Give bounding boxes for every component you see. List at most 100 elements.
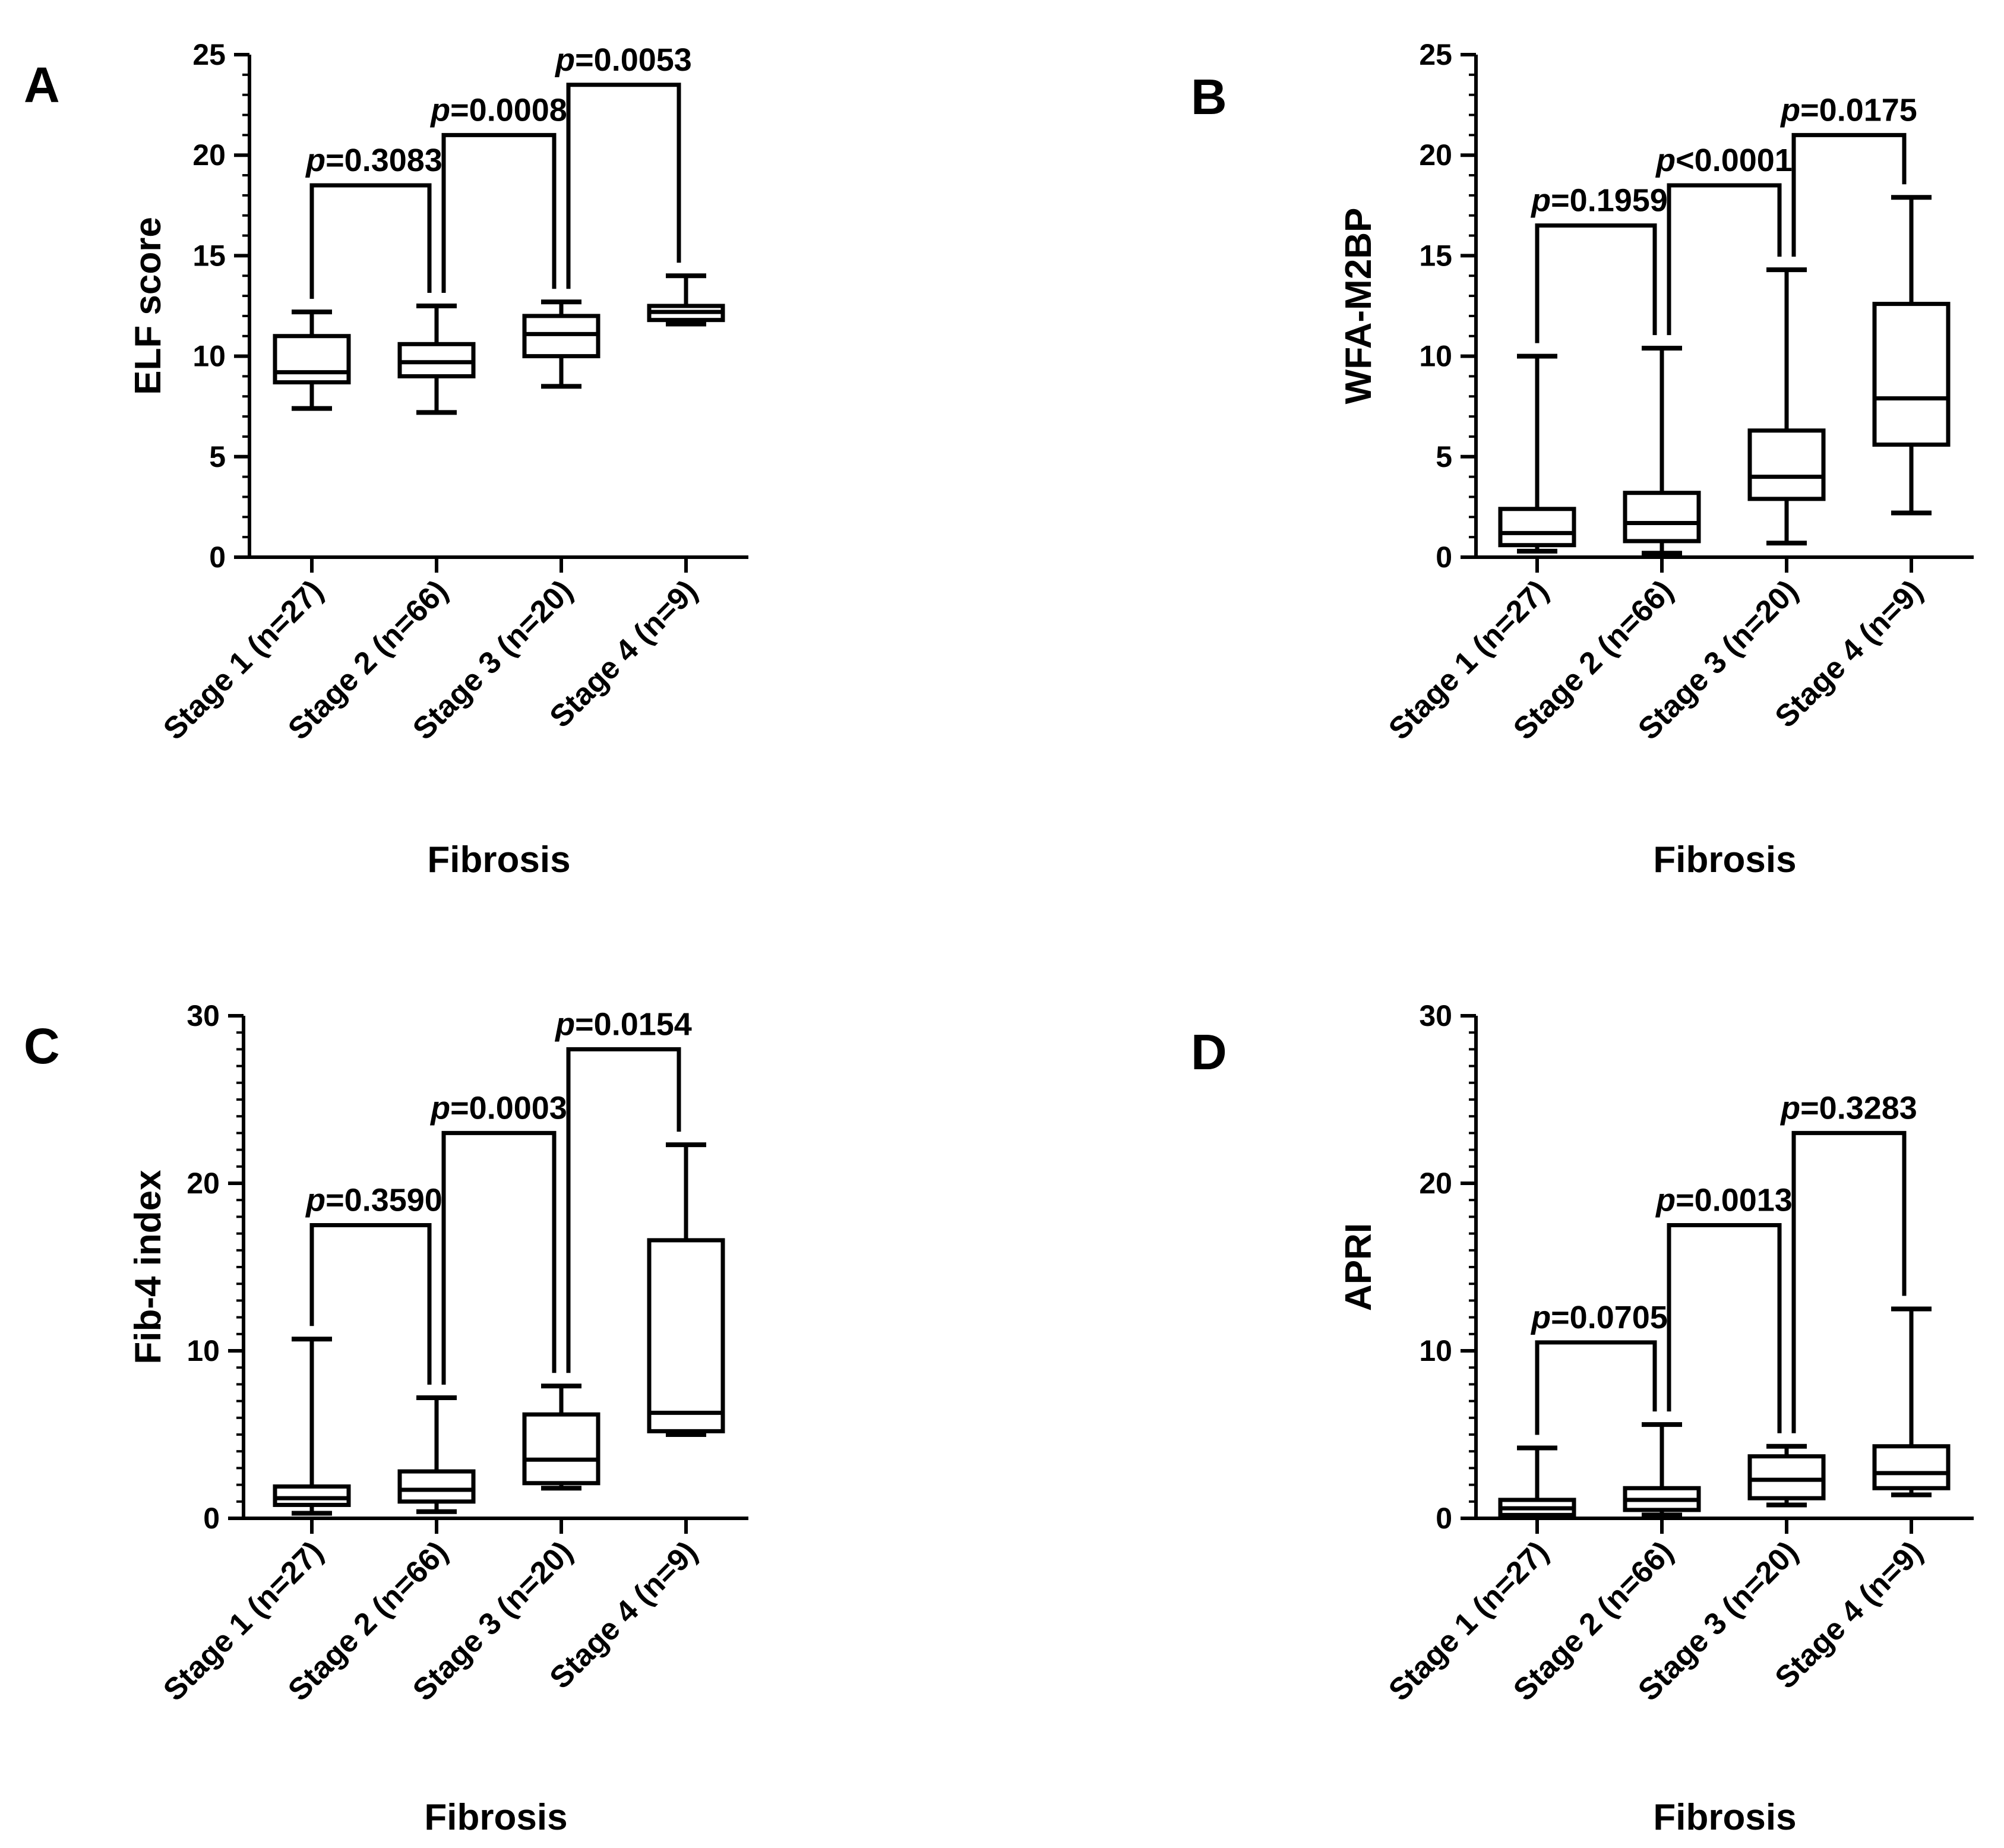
comparison-bracket: p=0.0705 — [1530, 1300, 1668, 1435]
p-value-label: p=0.0154 — [554, 1006, 692, 1042]
panel-letter: A — [24, 57, 60, 113]
y-tick-label: 25 — [192, 38, 226, 71]
box-plot — [1747, 1443, 1826, 1508]
y-axis-title: APRI — [1338, 1223, 1379, 1311]
box-plot — [522, 1383, 600, 1491]
y-tick-label: 25 — [1419, 38, 1452, 71]
iqr-box — [273, 334, 351, 385]
y-tick-label: 5 — [1436, 440, 1452, 473]
bracket-line — [566, 1047, 681, 1373]
y-tick-label: 0 — [203, 1502, 220, 1535]
y-axis-title: Fib-4 index — [128, 1170, 169, 1364]
bracket-line — [566, 83, 681, 289]
bracket-line — [1535, 223, 1657, 343]
box-plot — [647, 273, 725, 327]
y-tick-label: 20 — [192, 138, 226, 172]
iqr-box — [1498, 507, 1576, 548]
y-tick-label: 0 — [1436, 541, 1452, 574]
comparison-bracket: p=0.0154 — [554, 1006, 692, 1373]
y-tick-label: 15 — [1419, 239, 1452, 272]
box-plot — [1623, 346, 1701, 556]
bracket-line — [309, 183, 432, 299]
p-value-label: p=0.0053 — [554, 42, 692, 78]
bracket-line — [441, 132, 557, 293]
y-tick-label: 10 — [192, 340, 226, 373]
comparison-bracket: p=0.1959 — [1530, 183, 1668, 343]
box-plot — [647, 1142, 725, 1437]
box-plot — [1498, 1445, 1576, 1520]
y-tick-label: 10 — [187, 1334, 220, 1367]
panel-letter: D — [1191, 1024, 1227, 1080]
box-plot — [522, 299, 600, 389]
iqr-box — [1872, 302, 1951, 447]
x-axis-title: Fibrosis — [424, 1797, 567, 1838]
iqr-box — [397, 1469, 476, 1504]
comparison-bracket: p=0.3283 — [1779, 1090, 1917, 1433]
iqr-box — [522, 1412, 600, 1486]
box-plot — [1747, 267, 1826, 546]
iqr-box — [273, 1484, 351, 1507]
box-plot — [273, 309, 351, 411]
comparison-bracket: p=0.0008 — [429, 92, 567, 293]
p-value-label: p=0.3590 — [305, 1183, 442, 1218]
p-value-label: p=0.0175 — [1779, 92, 1917, 128]
y-tick-label: 10 — [1419, 340, 1452, 373]
p-value-label: p=0.0008 — [429, 92, 567, 128]
bracket-line — [1535, 1340, 1657, 1435]
iqr-box — [647, 1238, 725, 1433]
iqr-box — [1623, 491, 1701, 544]
panel-letter: C — [24, 1018, 60, 1074]
bracket-line — [1667, 1223, 1782, 1433]
iqr-box — [1747, 1454, 1826, 1500]
box-plot — [1623, 1422, 1701, 1518]
y-tick-label: 10 — [1419, 1334, 1452, 1367]
box-plot — [397, 1395, 476, 1514]
x-axis-title: Fibrosis — [1653, 1797, 1796, 1838]
comparison-bracket: p=0.0003 — [429, 1090, 567, 1385]
p-value-label: p=0.3283 — [1779, 1090, 1917, 1126]
p-value-label: p=0.0003 — [429, 1090, 567, 1126]
iqr-box — [1747, 428, 1826, 501]
box-plot — [1872, 195, 1951, 516]
comparison-bracket: p=0.0175 — [1779, 92, 1917, 257]
y-tick-label: 0 — [209, 541, 226, 574]
p-value-label: p=0.0013 — [1655, 1183, 1793, 1218]
bracket-line — [1791, 1130, 1907, 1433]
y-tick-label: 20 — [1419, 1167, 1452, 1200]
y-tick-label: 30 — [1419, 999, 1452, 1032]
y-axis-title: ELF score — [128, 217, 169, 395]
x-axis-title: Fibrosis — [427, 839, 570, 880]
y-axis-title: WFA-M2BP — [1338, 208, 1379, 405]
comparison-bracket: p=0.0053 — [554, 42, 692, 289]
bracket-line — [1791, 132, 1907, 257]
comparison-bracket: p=0.0013 — [1655, 1183, 1793, 1433]
y-tick-label: 30 — [187, 999, 220, 1032]
p-value-label: p=0.0705 — [1530, 1300, 1668, 1335]
x-axis-title: Fibrosis — [1653, 839, 1796, 880]
panel-letter: B — [1191, 69, 1227, 125]
y-tick-label: 20 — [1419, 138, 1452, 172]
y-tick-label: 20 — [187, 1167, 220, 1200]
bracket-line — [309, 1223, 432, 1385]
box-plot — [397, 304, 476, 415]
p-value-label: p=0.1959 — [1530, 183, 1668, 219]
p-value-label: p<0.0001 — [1655, 143, 1793, 178]
p-value-label: p=0.3083 — [305, 143, 442, 178]
box-plot — [273, 1337, 351, 1516]
bracket-line — [1667, 183, 1782, 336]
iqr-box — [1872, 1444, 1951, 1490]
box-plot — [1872, 1306, 1951, 1498]
comparison-bracket: p=0.3590 — [305, 1183, 442, 1385]
comparison-bracket: p=0.3083 — [305, 143, 442, 299]
y-tick-label: 15 — [192, 239, 226, 272]
box-plot — [1498, 353, 1576, 554]
y-tick-label: 5 — [209, 440, 226, 473]
comparison-bracket: p<0.0001 — [1655, 143, 1793, 336]
bracket-line — [441, 1130, 557, 1385]
y-tick-label: 0 — [1436, 1502, 1452, 1535]
